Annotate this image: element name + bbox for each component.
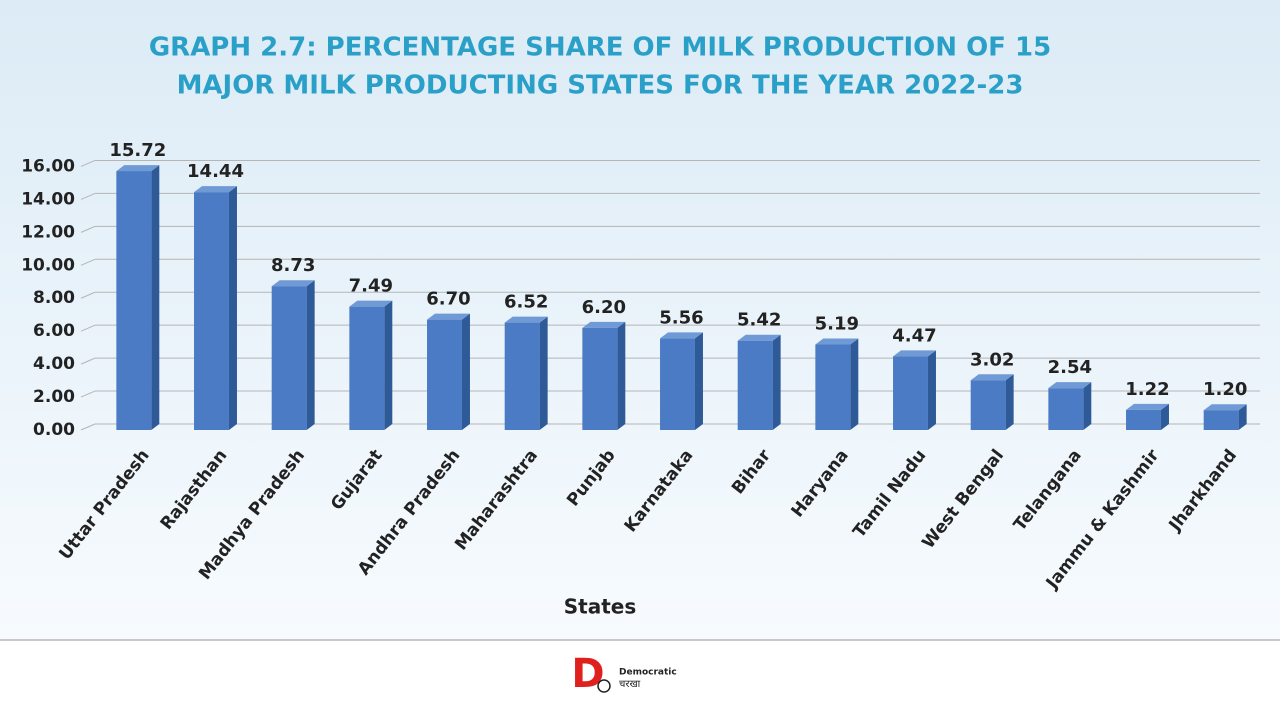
data-label: 5.19: [815, 314, 859, 335]
data-label: 2.54: [1048, 357, 1092, 378]
chart-title: GRAPH 2.7: PERCENTAGE SHARE OF MILK PROD…: [149, 33, 1051, 63]
bar: [737, 340, 773, 430]
bar-top: [1048, 382, 1092, 389]
y-tick-label: 2.00: [33, 387, 75, 407]
bar-top: [194, 186, 237, 193]
bar-top: [893, 350, 936, 357]
data-label: 6.70: [426, 289, 470, 310]
data-label: 5.56: [659, 307, 703, 328]
bar: [194, 192, 229, 430]
data-label: 7.49: [349, 276, 393, 297]
y-tick-label: 14.00: [21, 189, 75, 209]
data-label: 1.22: [1125, 379, 1169, 400]
bar-side: [384, 300, 393, 430]
data-label: 6.20: [582, 297, 626, 318]
chart-title: MAJOR MILK PRODUCTING STATES FOR THE YEA…: [177, 71, 1024, 101]
bar: [349, 306, 385, 430]
grid-line: [80, 357, 96, 365]
bar-side: [539, 316, 548, 430]
grid-line: [80, 160, 96, 167]
bar-top: [427, 313, 470, 320]
bar-top: [1203, 404, 1247, 411]
bar-top: [660, 332, 703, 339]
brand-logo: D Democratic चरखा: [571, 651, 676, 697]
grid-line: [80, 390, 96, 398]
bar: [893, 356, 928, 430]
bar-top: [116, 165, 160, 172]
bar: [1048, 388, 1084, 430]
bar: [582, 327, 618, 430]
data-label: 8.73: [271, 255, 315, 276]
grid-line: [80, 324, 96, 332]
y-tick-label: 4.00: [33, 354, 75, 374]
bar-top: [271, 280, 315, 287]
bar: [1203, 410, 1239, 430]
grid-line: [80, 225, 96, 233]
bar-side: [1083, 382, 1092, 430]
bar-side: [151, 165, 160, 431]
footer-background: [0, 640, 1280, 720]
bar-top: [349, 300, 393, 307]
bar: [271, 286, 307, 430]
data-label: 15.72: [109, 140, 166, 161]
data-label: 5.42: [737, 310, 781, 331]
bar-side: [772, 334, 781, 430]
brand-script: चरखा: [619, 679, 641, 690]
y-tick-label: 10.00: [21, 255, 75, 275]
bar-side: [1238, 404, 1247, 430]
bar-side: [617, 321, 626, 430]
bar: [815, 344, 851, 430]
data-label: 6.52: [504, 292, 548, 313]
bar-top: [582, 321, 626, 328]
bar-top: [737, 334, 781, 341]
x-axis-label: States: [564, 595, 637, 619]
bar-side: [927, 350, 936, 430]
grid-line: [80, 423, 96, 431]
bar-side: [1160, 403, 1169, 430]
y-tick-label: 6.00: [33, 321, 75, 341]
y-tick-label: 0.00: [33, 420, 75, 440]
grid-line: [80, 258, 96, 266]
bar-side: [1005, 374, 1014, 430]
grid-line: [80, 291, 96, 299]
bar: [116, 171, 152, 431]
bar: [504, 322, 540, 430]
bar-side: [228, 186, 237, 430]
bar-top: [970, 374, 1014, 381]
bar-top: [504, 316, 548, 323]
bar: [660, 338, 695, 430]
data-label: 14.44: [187, 161, 244, 182]
bar-top: [1126, 403, 1169, 410]
bar-side: [850, 338, 859, 430]
data-label: 4.47: [892, 325, 936, 346]
bar: [427, 319, 462, 430]
brand-wheel: [597, 679, 611, 693]
bar-side: [694, 332, 703, 430]
y-tick-label: 12.00: [21, 222, 75, 242]
bar-side: [306, 280, 315, 430]
bar-side: [461, 313, 470, 430]
bar: [1126, 409, 1161, 430]
y-tick-label: 8.00: [33, 288, 75, 308]
brand-name: Democratic: [619, 668, 677, 678]
y-tick-label: 16.00: [21, 156, 75, 176]
data-label: 1.20: [1203, 379, 1247, 400]
grid-line: [80, 192, 96, 200]
data-label: 3.02: [970, 349, 1014, 370]
bar: [970, 380, 1006, 430]
bar-top: [815, 338, 859, 345]
